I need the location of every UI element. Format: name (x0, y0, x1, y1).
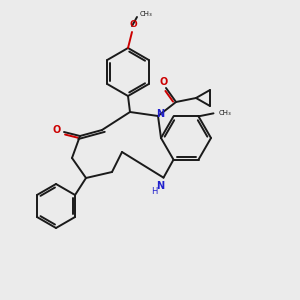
Text: N: N (156, 109, 164, 119)
Text: CH₃: CH₃ (218, 110, 231, 116)
Text: O: O (129, 20, 137, 29)
Text: CH₃: CH₃ (140, 11, 153, 17)
Text: H: H (151, 187, 158, 196)
Text: O: O (160, 77, 168, 87)
Text: N: N (156, 181, 165, 191)
Text: O: O (53, 125, 61, 135)
